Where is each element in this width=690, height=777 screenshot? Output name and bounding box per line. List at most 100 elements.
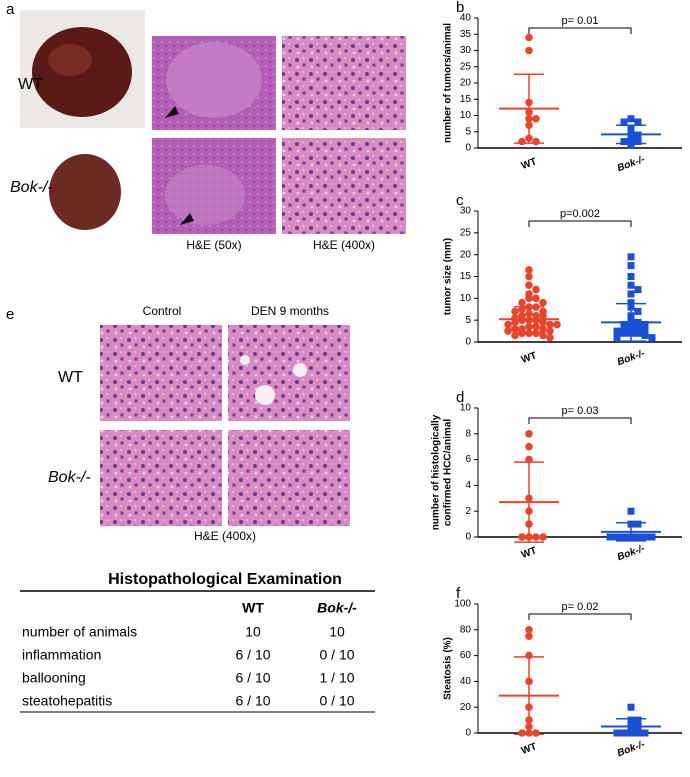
table-cell: 6 / 10 bbox=[235, 670, 270, 686]
data-point bbox=[634, 533, 642, 541]
y-tick-label: 10 bbox=[460, 293, 472, 304]
data-point bbox=[525, 266, 533, 274]
y-tick-label: 30 bbox=[460, 206, 472, 217]
data-point bbox=[613, 334, 621, 342]
table-cell: inflammation bbox=[22, 647, 101, 663]
y-tick-label: 40 bbox=[460, 13, 472, 24]
data-point bbox=[627, 507, 635, 515]
panel-e-images bbox=[100, 325, 350, 526]
data-point bbox=[504, 320, 512, 329]
significance-bracket bbox=[528, 27, 632, 34]
table-cell: 10 bbox=[329, 624, 345, 640]
y-tick-label: 0 bbox=[465, 337, 471, 348]
x-tick-label: Bok-/- bbox=[616, 739, 647, 759]
y-tick-label: 0 bbox=[465, 143, 471, 154]
table-cell: 0 / 10 bbox=[319, 693, 354, 709]
data-point bbox=[553, 320, 561, 329]
x-tick-label: WT bbox=[520, 545, 538, 561]
data-point bbox=[641, 331, 649, 339]
y-tick-label: 6 bbox=[465, 454, 471, 465]
data-point bbox=[627, 290, 635, 298]
data-point bbox=[634, 138, 642, 145]
data-point bbox=[634, 520, 642, 528]
data-point bbox=[627, 273, 635, 280]
error-bar bbox=[616, 124, 646, 145]
data-point bbox=[634, 307, 642, 315]
data-point bbox=[627, 253, 635, 261]
table-title: Histopathological Examination bbox=[108, 571, 342, 588]
data-point bbox=[539, 533, 547, 541]
significance-bracket bbox=[528, 613, 632, 620]
data-point bbox=[627, 115, 635, 123]
data-point bbox=[613, 327, 621, 335]
data-point bbox=[539, 331, 547, 340]
table-cell: 1 / 10 bbox=[319, 670, 354, 686]
y-tick-label: 20 bbox=[460, 78, 472, 89]
table-cell: 6 / 10 bbox=[235, 647, 270, 663]
y-tick-label: 15 bbox=[460, 271, 472, 282]
data-point bbox=[620, 321, 628, 329]
data-point bbox=[525, 281, 533, 290]
data-point bbox=[532, 114, 540, 123]
error-bar bbox=[616, 522, 646, 542]
column-label: DEN 9 months bbox=[251, 304, 329, 318]
data-point bbox=[532, 322, 540, 331]
y-tick-label: 80 bbox=[460, 624, 472, 635]
data-point bbox=[634, 286, 642, 294]
p-value: p= 0.02 bbox=[561, 601, 598, 613]
y-tick-label: 10 bbox=[460, 403, 472, 414]
data-point bbox=[641, 729, 649, 737]
data-point bbox=[648, 334, 656, 342]
y-tick-label: 25 bbox=[460, 227, 472, 238]
y-tick-label: 35 bbox=[460, 29, 472, 40]
data-point bbox=[525, 632, 533, 641]
data-point bbox=[532, 285, 540, 294]
x-tick-label: Bok-/- bbox=[616, 348, 647, 368]
data-point bbox=[613, 533, 621, 541]
data-point bbox=[518, 137, 526, 146]
data-point bbox=[641, 321, 649, 329]
y-tick-label: 8 bbox=[465, 428, 471, 439]
data-point bbox=[641, 533, 649, 541]
y-tick-label: 25 bbox=[460, 61, 472, 72]
x-tick-label: Bok-/- bbox=[616, 154, 647, 174]
y-tick-label: 0 bbox=[465, 532, 471, 543]
data-point bbox=[620, 329, 628, 337]
x-tick-label: WT bbox=[520, 741, 538, 757]
panel-label: a bbox=[6, 1, 15, 18]
table-cell: 6 / 10 bbox=[235, 693, 270, 709]
data-point bbox=[525, 626, 533, 634]
y-axis-label: Steatosis (%) bbox=[443, 637, 454, 700]
data-point bbox=[606, 533, 614, 541]
data-point bbox=[634, 325, 642, 333]
y-tick-label: 5 bbox=[465, 126, 471, 137]
y-axis-label: number of histologically bbox=[431, 414, 442, 530]
data-point bbox=[504, 327, 512, 335]
x-tick-label: WT bbox=[520, 350, 538, 366]
data-point bbox=[532, 137, 540, 146]
data-point bbox=[518, 329, 526, 338]
data-point bbox=[539, 312, 547, 320]
row-label: WT bbox=[18, 76, 43, 93]
data-point bbox=[613, 729, 621, 737]
data-point bbox=[634, 118, 642, 126]
panel-label: b bbox=[456, 0, 464, 16]
x-tick-label: WT bbox=[520, 156, 538, 172]
table-cell: ballooning bbox=[22, 670, 86, 686]
data-point bbox=[532, 329, 540, 338]
data-point bbox=[546, 333, 554, 342]
data-point bbox=[620, 325, 628, 333]
data-point bbox=[620, 118, 628, 126]
data-point bbox=[634, 716, 642, 724]
data-point bbox=[620, 533, 628, 541]
data-point bbox=[532, 294, 540, 303]
x-tick-label: Bok-/- bbox=[616, 543, 647, 563]
data-point bbox=[620, 729, 628, 737]
table-cell: 0 / 10 bbox=[319, 647, 354, 663]
data-point bbox=[539, 318, 547, 327]
panel-label: d bbox=[456, 389, 464, 406]
data-point bbox=[648, 533, 656, 541]
error-bar bbox=[514, 656, 544, 736]
data-point bbox=[641, 325, 649, 333]
